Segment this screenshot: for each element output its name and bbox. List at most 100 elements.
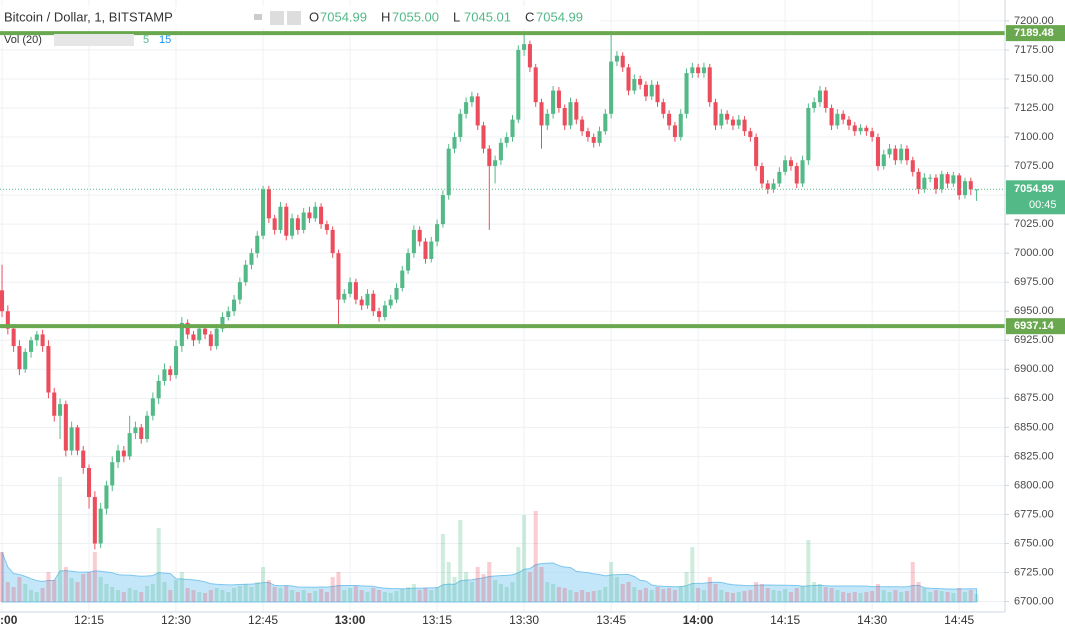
- candle-body: [203, 328, 208, 335]
- candle-body: [655, 84, 660, 103]
- volume-bar: [278, 588, 283, 602]
- ohlc-key: L: [453, 9, 460, 24]
- candle-body: [707, 67, 712, 103]
- candle-body: [307, 212, 312, 219]
- volume-bar: [881, 590, 886, 602]
- y-tick-label: 6700.00: [1014, 595, 1054, 607]
- volume-bar: [725, 592, 730, 602]
- volume-bar: [504, 587, 509, 602]
- volume-bar: [226, 592, 231, 602]
- volume-bar: [63, 567, 68, 602]
- candle-body: [951, 175, 956, 184]
- candle-body: [719, 113, 724, 126]
- candle-body: [58, 404, 63, 416]
- candle-body: [690, 67, 695, 74]
- volume-bar: [295, 592, 300, 602]
- volume-bar: [266, 580, 271, 602]
- x-tick-label: 12:15: [74, 613, 104, 627]
- candle-body: [168, 369, 173, 376]
- candle-body: [295, 218, 300, 230]
- y-tick-label: 7175.00: [1014, 44, 1054, 56]
- candle-body: [568, 102, 573, 126]
- volume-bar: [232, 588, 237, 602]
- last-price-label: 7054.99: [1014, 183, 1054, 195]
- candle-body: [794, 166, 799, 184]
- ohlc-key: C: [525, 9, 534, 24]
- candle-body: [730, 119, 735, 126]
- candle-body: [742, 119, 747, 132]
- volume-bar: [249, 587, 254, 602]
- x-tick-label: 13:00: [335, 613, 366, 627]
- volume-bar: [562, 588, 567, 602]
- volume-bar: [626, 582, 631, 602]
- volume-bar: [922, 588, 927, 602]
- candle-body: [382, 305, 387, 318]
- ohlc-value: 7045.01: [464, 9, 511, 24]
- volume-bar: [446, 562, 451, 602]
- candle-body: [336, 253, 341, 300]
- volume-bar: [719, 590, 724, 602]
- candle-body: [603, 113, 608, 132]
- volume-bar: [829, 588, 834, 602]
- candle-body: [754, 137, 759, 167]
- candle-body: [922, 177, 927, 190]
- x-tick-label: 14:15: [770, 613, 800, 627]
- candle-body: [266, 189, 271, 219]
- format-icon[interactable]: [287, 11, 301, 25]
- candle-body: [614, 55, 619, 62]
- candle-body: [562, 108, 567, 126]
- y-tick-label: 6825.00: [1014, 450, 1054, 462]
- candle-body: [17, 346, 22, 370]
- volume-bar: [498, 584, 503, 602]
- candle-body: [504, 137, 509, 143]
- volume-bar: [742, 591, 747, 602]
- ohlc-key: O: [309, 9, 319, 24]
- candle-body: [423, 241, 428, 259]
- x-tick-label: 14:00: [683, 613, 714, 627]
- volume-setting: 5: [143, 34, 149, 46]
- volume-bar: [730, 593, 735, 602]
- candle-body: [580, 119, 585, 132]
- volume-bar: [377, 590, 382, 602]
- y-tick-label: 7125.00: [1014, 102, 1054, 114]
- level-label: 6937.14: [1014, 320, 1055, 332]
- candle-body: [667, 113, 672, 126]
- x-tick-label: 12:30: [161, 613, 191, 627]
- volume-bar: [452, 577, 457, 602]
- candle-body: [435, 224, 440, 242]
- candle-body: [237, 282, 242, 300]
- volume-bar: [220, 590, 225, 602]
- volume-bar: [841, 592, 846, 602]
- candle-body: [864, 127, 869, 132]
- settings-icon[interactable]: [270, 11, 284, 25]
- candle-body: [353, 282, 358, 300]
- candle-body: [92, 497, 97, 544]
- candle-body: [823, 90, 828, 108]
- volume-bar: [754, 582, 759, 602]
- volume-bar: [684, 572, 689, 602]
- volume-bar: [620, 584, 625, 602]
- candle-body: [388, 299, 393, 306]
- volume-bar: [481, 574, 486, 602]
- candle-body: [493, 160, 498, 167]
- symbol-menu[interactable]: [254, 14, 262, 20]
- candle-body: [156, 380, 161, 399]
- candle-body: [469, 96, 474, 103]
- volume-bar: [759, 584, 764, 602]
- volume-bar: [632, 587, 637, 602]
- volume-bar: [75, 582, 80, 602]
- volume-bar: [551, 584, 556, 602]
- candle-body: [510, 119, 515, 138]
- volume-bar: [336, 572, 341, 602]
- y-tick-label: 7000.00: [1014, 247, 1054, 259]
- volume-bar: [104, 584, 109, 602]
- candle-body: [348, 282, 353, 294]
- ohlc-value: 7054.99: [320, 9, 367, 24]
- candle-body: [957, 175, 962, 196]
- y-tick-label: 6850.00: [1014, 421, 1054, 433]
- candle-body: [632, 78, 637, 91]
- volume-bar: [58, 477, 63, 602]
- candle-body: [788, 160, 793, 167]
- candle-body: [585, 131, 590, 138]
